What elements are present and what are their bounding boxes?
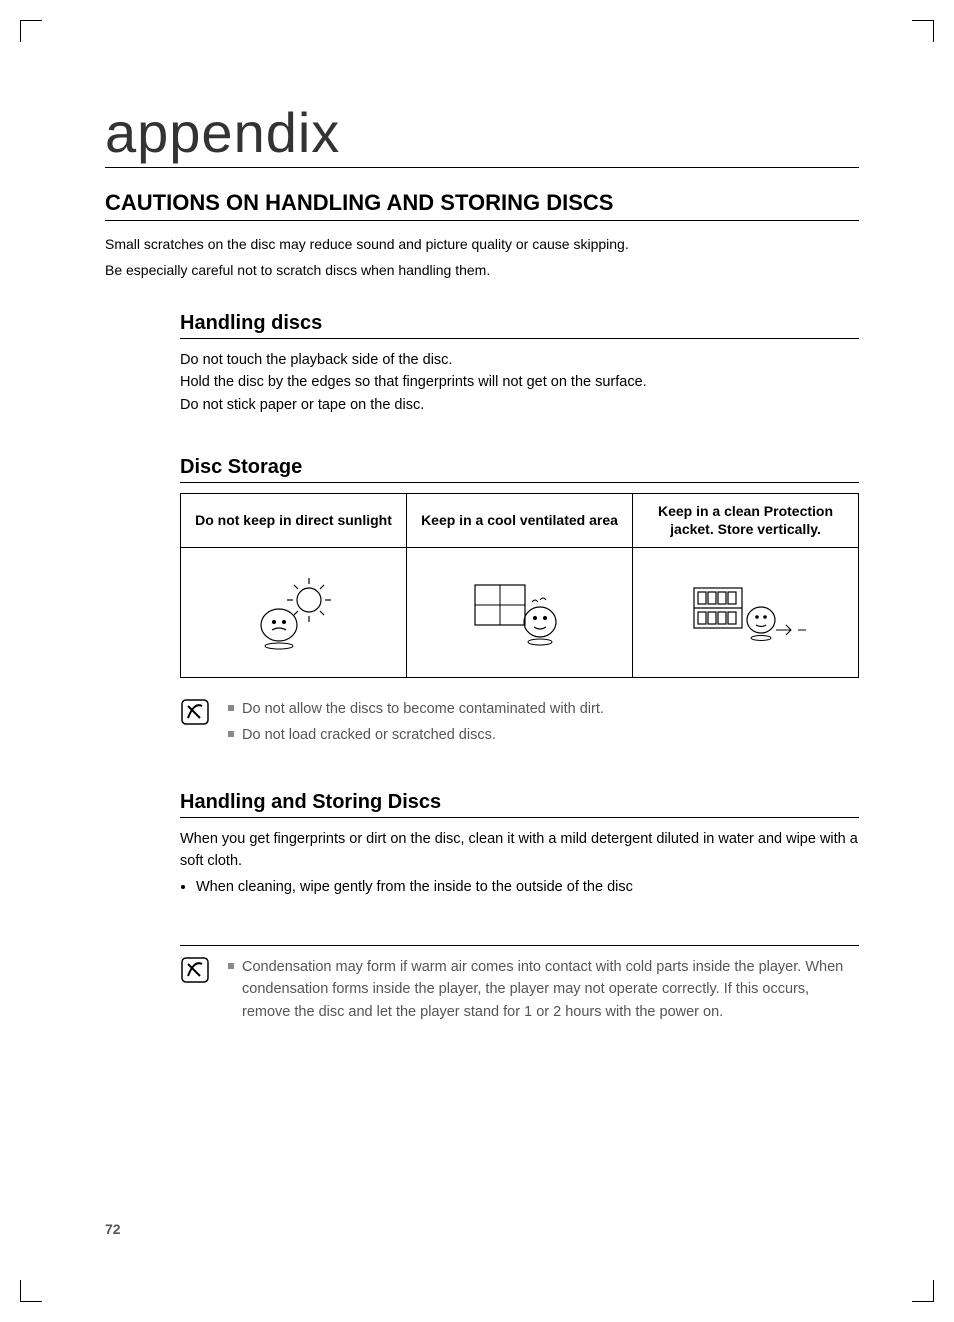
- crop-mark-tl: [20, 20, 42, 42]
- storage-image-sunlight: [181, 547, 407, 677]
- page-title: appendix: [105, 100, 859, 168]
- storage-note-block: Do not allow the discs to become contami…: [180, 698, 859, 751]
- cleaning-notes-list: Condensation may form if warm air comes …: [228, 956, 859, 1027]
- cleaning-note-1: Condensation may form if warm air comes …: [228, 956, 859, 1023]
- handling-line-3: Do not stick paper or tape on the disc.: [180, 394, 859, 416]
- storage-note-1: Do not allow the discs to become contami…: [228, 698, 859, 720]
- storage-header-2: Keep in a cool ventilated area: [407, 494, 633, 547]
- note-icon: [180, 698, 210, 726]
- crop-mark-bl: [20, 1280, 42, 1302]
- storage-header-3: Keep in a clean Protection jacket. Store…: [633, 494, 859, 547]
- page-number: 72: [105, 1221, 121, 1237]
- table-header-row: Do not keep in direct sunlight Keep in a…: [181, 494, 859, 547]
- cleaning-paragraph: When you get fingerprints or dirt on the…: [180, 828, 859, 873]
- cleaning-bullets: When cleaning, wipe gently from the insi…: [180, 876, 859, 898]
- storage-header-1: Do not keep in direct sunlight: [181, 494, 407, 547]
- ventilated-icon: [460, 570, 580, 650]
- handling-body: Do not touch the playback side of the di…: [180, 349, 859, 416]
- storage-image-ventilated: [407, 547, 633, 677]
- storage-note-2: Do not load cracked or scratched discs.: [228, 724, 859, 746]
- storage-notes-list: Do not allow the discs to become contami…: [228, 698, 859, 751]
- storage-table: Do not keep in direct sunlight Keep in a…: [180, 493, 859, 677]
- handling-heading: Handling discs: [180, 312, 859, 339]
- handling-section: Handling discs Do not touch the playback…: [180, 312, 859, 416]
- cleaning-note-block: Condensation may form if warm air comes …: [180, 945, 859, 1027]
- table-image-row: [181, 547, 859, 677]
- intro-paragraph: Small scratches on the disc may reduce s…: [105, 233, 859, 282]
- crop-mark-tr: [912, 20, 934, 42]
- cleaning-body: When you get fingerprints or dirt on the…: [180, 828, 859, 899]
- intro-line-1: Small scratches on the disc may reduce s…: [105, 233, 859, 255]
- storage-section: Disc Storage Do not keep in direct sunli…: [180, 456, 859, 750]
- cleaning-section: Handling and Storing Discs When you get …: [180, 791, 859, 1028]
- cleaning-bullet-1: When cleaning, wipe gently from the insi…: [196, 876, 859, 898]
- handling-line-1: Do not touch the playback side of the di…: [180, 349, 859, 371]
- jacket-icon: [676, 570, 816, 650]
- sunlight-icon: [234, 570, 354, 650]
- crop-mark-br: [912, 1280, 934, 1302]
- note-icon: [180, 956, 210, 984]
- section-heading: CAUTIONS ON HANDLING AND STORING DISCS: [105, 190, 859, 221]
- handling-line-2: Hold the disc by the edges so that finge…: [180, 371, 859, 393]
- storage-heading: Disc Storage: [180, 456, 859, 483]
- intro-line-2: Be especially careful not to scratch dis…: [105, 259, 859, 281]
- cleaning-heading: Handling and Storing Discs: [180, 791, 859, 818]
- storage-image-jacket: [633, 547, 859, 677]
